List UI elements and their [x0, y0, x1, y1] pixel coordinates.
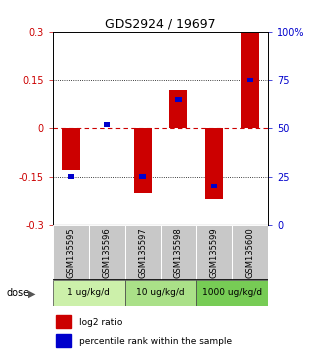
Text: log2 ratio: log2 ratio — [79, 318, 123, 326]
Text: dose: dose — [6, 288, 30, 298]
Text: GSM135599: GSM135599 — [210, 228, 219, 278]
Bar — [103, 122, 110, 127]
Bar — [211, 184, 218, 188]
Bar — [196, 225, 232, 280]
Bar — [134, 128, 152, 193]
Bar — [56, 315, 71, 328]
Text: 1000 ug/kg/d: 1000 ug/kg/d — [202, 289, 262, 297]
Bar — [160, 225, 196, 280]
Bar — [53, 280, 125, 306]
Text: 10 ug/kg/d: 10 ug/kg/d — [136, 289, 185, 297]
Bar — [247, 78, 253, 82]
Bar — [232, 225, 268, 280]
Text: 1 ug/kg/d: 1 ug/kg/d — [67, 289, 110, 297]
Bar — [241, 34, 259, 128]
Bar — [169, 90, 187, 128]
Text: GSM135596: GSM135596 — [102, 228, 111, 278]
Bar — [175, 97, 182, 102]
Bar — [53, 225, 89, 280]
Bar — [62, 128, 80, 170]
Bar — [68, 174, 74, 179]
Text: percentile rank within the sample: percentile rank within the sample — [79, 337, 232, 346]
Bar — [125, 225, 160, 280]
Bar — [125, 280, 196, 306]
Text: GSM135595: GSM135595 — [66, 228, 75, 278]
Bar — [89, 225, 125, 280]
Text: ▶: ▶ — [28, 289, 35, 299]
Bar — [205, 128, 223, 199]
Bar — [56, 335, 71, 347]
Bar — [196, 280, 268, 306]
Text: GSM135598: GSM135598 — [174, 228, 183, 278]
Text: GSM135600: GSM135600 — [246, 228, 255, 278]
Text: GSM135597: GSM135597 — [138, 228, 147, 278]
Bar — [139, 174, 146, 179]
Title: GDS2924 / 19697: GDS2924 / 19697 — [105, 18, 216, 31]
